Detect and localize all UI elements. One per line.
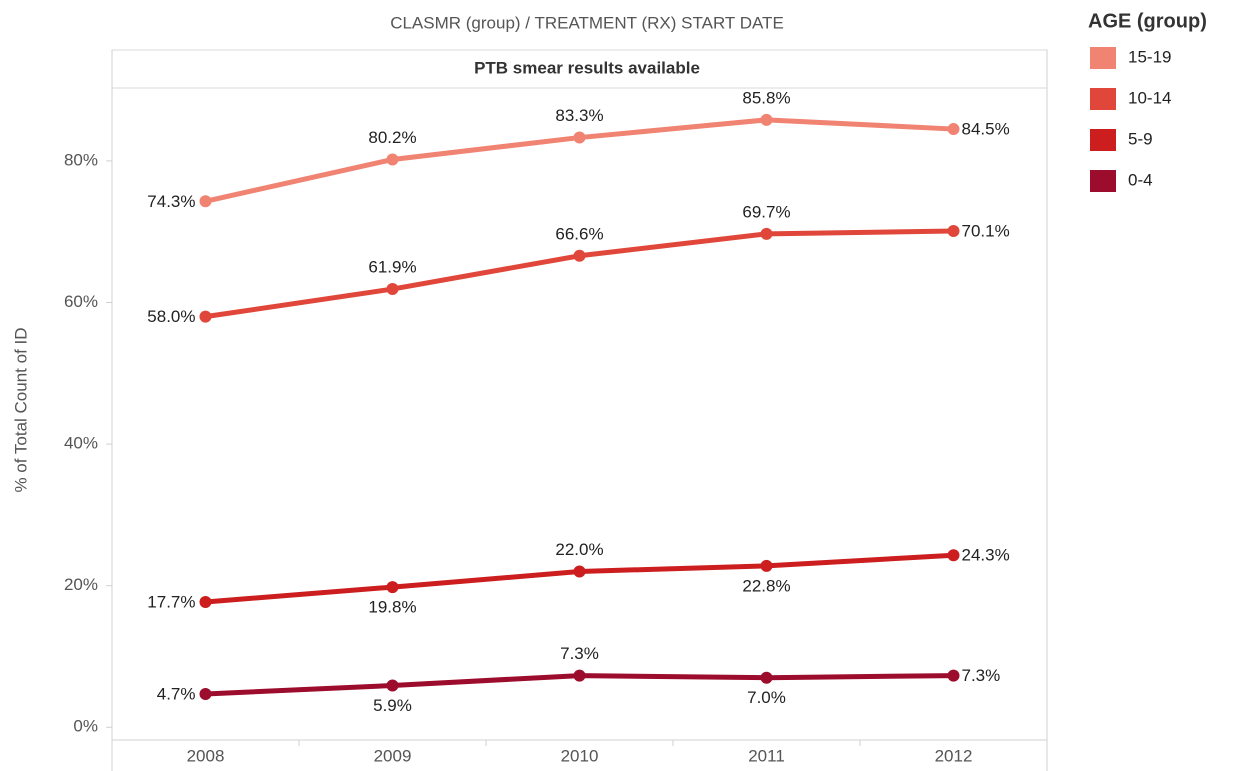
data-label: 70.1% <box>962 221 1010 240</box>
data-label: 22.0% <box>555 540 603 559</box>
data-point <box>199 687 212 700</box>
data-label: 7.3% <box>560 644 599 663</box>
y-tick-label: 80% <box>64 150 98 169</box>
legend-swatch <box>1090 170 1116 192</box>
data-label: 22.8% <box>742 576 790 595</box>
series-line <box>205 552 954 605</box>
data-point <box>760 227 773 240</box>
data-label: 84.5% <box>962 120 1010 139</box>
chart-title: CLASMR (group) / TREATMENT (RX) START DA… <box>390 13 784 32</box>
data-label: 5.9% <box>373 696 412 715</box>
chart-subtitle: PTB smear results available <box>474 58 700 77</box>
data-point <box>199 310 212 323</box>
legend-label: 5-9 <box>1128 129 1153 148</box>
data-point <box>760 671 773 684</box>
legend-label: 10-14 <box>1128 88 1171 107</box>
x-tick-label: 2010 <box>561 746 599 765</box>
data-label: 7.3% <box>962 666 1001 685</box>
data-label: 69.7% <box>742 202 790 221</box>
data-label: 58.0% <box>147 307 195 326</box>
data-point <box>760 113 773 126</box>
x-tick-label: 2009 <box>374 746 412 765</box>
data-label: 80.2% <box>368 128 416 147</box>
data-point <box>947 225 960 238</box>
data-point <box>947 669 960 682</box>
x-tick-label: 2011 <box>748 746 785 765</box>
data-label: 74.3% <box>147 192 195 211</box>
data-label: 4.7% <box>157 684 196 703</box>
data-point <box>573 249 586 262</box>
data-label: 66.6% <box>555 224 603 243</box>
y-axis-label: % of Total Count of ID <box>11 327 30 492</box>
data-label: 19.8% <box>368 598 416 617</box>
y-tick-label: 40% <box>64 434 98 453</box>
data-point <box>947 549 960 562</box>
data-point <box>573 669 586 682</box>
legend-swatch <box>1090 88 1116 110</box>
series-line <box>205 228 954 320</box>
data-label: 24.3% <box>962 546 1010 565</box>
data-label: 7.0% <box>747 688 786 707</box>
data-label: 61.9% <box>368 258 416 277</box>
x-tick-label: 2008 <box>187 746 225 765</box>
header-band <box>111 49 1048 89</box>
y-tick-label: 20% <box>64 575 98 594</box>
data-point <box>573 565 586 578</box>
data-label: 17.7% <box>147 592 195 611</box>
data-point <box>199 595 212 608</box>
y-tick-label: 0% <box>73 717 98 736</box>
data-point <box>386 581 399 594</box>
data-label: 83.3% <box>555 106 603 125</box>
data-point <box>573 131 586 144</box>
legend-title: AGE (group) <box>1088 10 1207 32</box>
data-point <box>386 283 399 296</box>
data-point <box>760 559 773 572</box>
data-point <box>199 195 212 208</box>
legend-label: 15-19 <box>1128 47 1171 66</box>
data-label: 85.8% <box>742 88 790 107</box>
x-tick-label: 2012 <box>935 746 973 765</box>
data-point <box>947 123 960 136</box>
data-point <box>386 153 399 166</box>
legend-swatch <box>1090 129 1116 151</box>
legend-label: 0-4 <box>1128 170 1153 189</box>
y-tick-label: 60% <box>64 292 98 311</box>
legend-swatch <box>1090 47 1116 69</box>
data-point <box>386 679 399 692</box>
